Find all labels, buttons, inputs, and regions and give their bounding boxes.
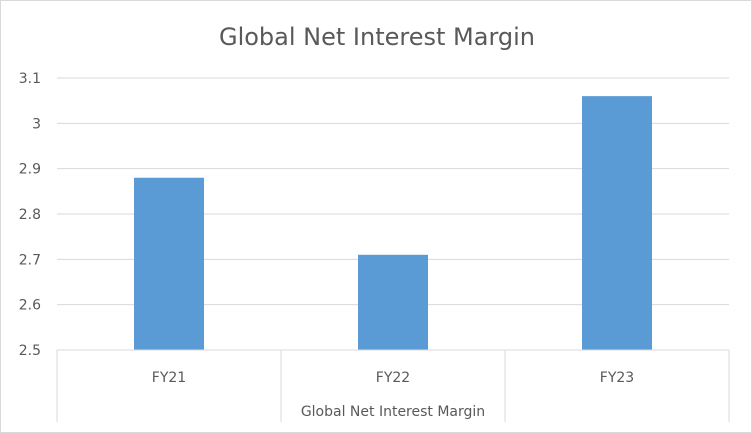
chart-title: Global Net Interest Margin [219, 23, 535, 51]
y-tick-label: 2.5 [19, 343, 41, 359]
x-category-label: FY23 [600, 370, 634, 386]
bars [134, 96, 652, 350]
y-axis-ticks: 2.5 2.6 2.7 2.8 2.9 3 3.1 [19, 71, 41, 359]
y-tick-label: 3 [32, 116, 41, 132]
x-axis-label: Global Net Interest Margin [301, 404, 485, 420]
bar-fy22 [358, 254, 428, 350]
y-tick-label: 3.1 [19, 71, 41, 87]
bar-fy23 [582, 96, 652, 350]
y-tick-label: 2.7 [19, 252, 41, 268]
x-axis-categories: FY21 FY22 FY23 [152, 370, 634, 386]
bar-fy21 [134, 177, 204, 350]
y-tick-label: 2.9 [19, 162, 41, 178]
x-category-label: FY21 [152, 370, 186, 386]
x-category-label: FY22 [376, 370, 410, 386]
y-tick-label: 2.6 [19, 298, 41, 314]
y-tick-label: 2.8 [19, 207, 41, 223]
axes [56, 349, 730, 422]
